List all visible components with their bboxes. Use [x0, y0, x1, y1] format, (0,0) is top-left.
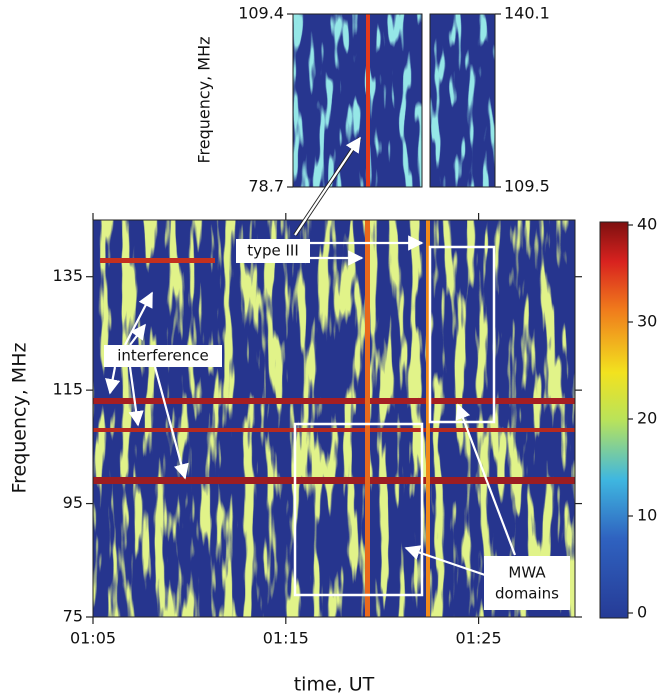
arrows [105, 136, 517, 577]
arrow [153, 366, 189, 480]
y-tick-label: 109.4 [238, 4, 284, 23]
spectrogram [92, 219, 576, 618]
arrow [128, 366, 144, 427]
arrow [105, 366, 121, 395]
annotation-box [484, 556, 570, 610]
arrow [129, 323, 146, 346]
colorbar-tick-label: 20 [637, 409, 657, 428]
mwa-domain [428, 245, 496, 424]
arrow [124, 291, 153, 346]
plot-frame [92, 219, 576, 618]
annotation: type III [247, 242, 299, 260]
interference-band [93, 398, 575, 404]
colorbar-tick-label: 30 [637, 312, 657, 331]
inset-texture [430, 14, 495, 187]
annotation: interference [117, 347, 209, 365]
y-tick-label: 78.7 [248, 177, 284, 196]
y-tick-label: 109.5 [504, 177, 550, 196]
interference-band [100, 258, 215, 263]
annotation-box [104, 345, 222, 367]
interference-band [93, 428, 575, 432]
y-tick-label: 115 [52, 380, 83, 399]
x-tick-label: 01:05 [70, 629, 116, 648]
colorbar-tick-label: 40 [637, 215, 657, 234]
colorbar [599, 221, 629, 619]
inset-y-label: Frequency, MHz [195, 36, 214, 163]
annotation: MWA [508, 564, 546, 582]
inset: Frequency, MHz [195, 13, 496, 188]
x-axis-label: time, UT [294, 674, 375, 696]
inset-texture [293, 14, 422, 187]
annotation-box [236, 239, 310, 263]
arrow [294, 136, 361, 236]
annotation: domains [495, 585, 559, 603]
interference-band [93, 477, 575, 484]
colorbar-tick-label: 10 [637, 506, 657, 525]
x-tick-label: 01:25 [456, 629, 502, 648]
type-iii-burst [365, 220, 370, 617]
y-axis-label: Frequency, MHz [9, 343, 31, 494]
type-iii-burst [426, 220, 430, 617]
y-tick-label: 95 [63, 493, 83, 512]
y-tick-label: 140.1 [504, 4, 550, 23]
inset-frame [429, 13, 496, 188]
y-tick-label: 135 [52, 266, 83, 285]
arrow [455, 403, 517, 556]
inset-frame [292, 13, 423, 188]
y-tick-label: 75 [63, 607, 83, 626]
x-tick-label: 01:15 [263, 629, 309, 648]
inset-burst [366, 14, 370, 187]
mwa-domain [293, 422, 424, 597]
arrow [404, 545, 486, 577]
colorbar-tick-label: 0 [637, 603, 647, 622]
